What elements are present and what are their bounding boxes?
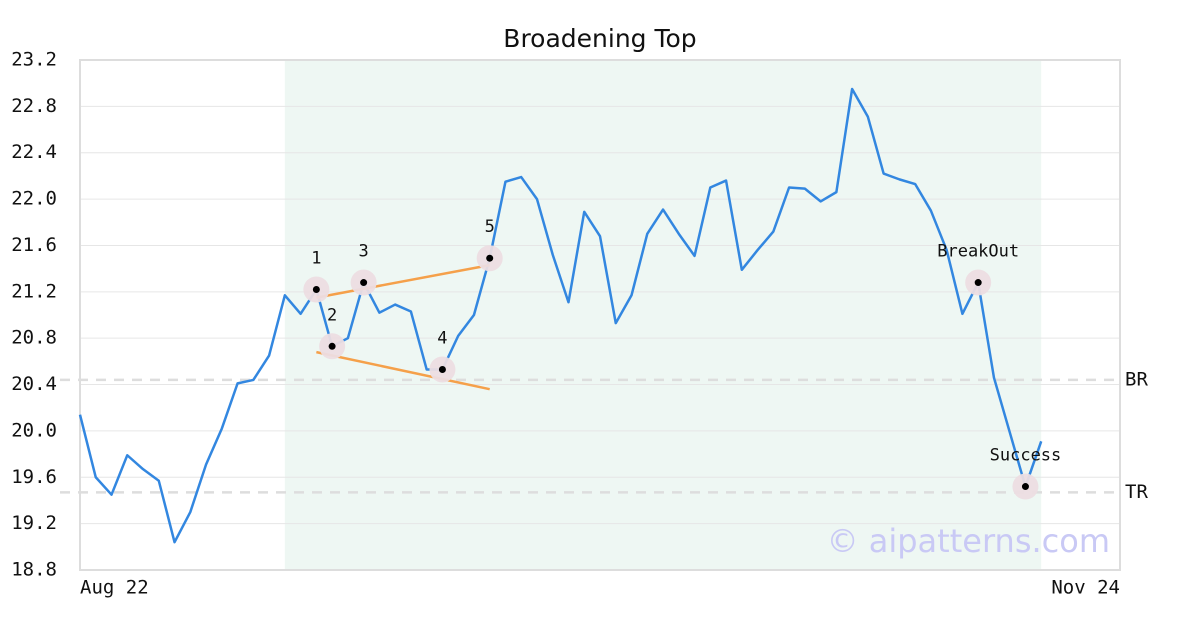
pattern-point <box>1021 483 1029 491</box>
pattern-point-label: Success <box>990 446 1062 466</box>
pattern-point-label: 5 <box>485 217 495 237</box>
pattern-point-label: 2 <box>327 305 337 325</box>
reference-label: TR <box>1125 481 1148 503</box>
watermark: © aipatterns.com <box>827 522 1110 560</box>
pattern-point <box>312 286 320 293</box>
y-tick-label: 18.8 <box>11 559 57 581</box>
pattern-point <box>974 279 982 287</box>
plot-frame <box>79 59 1121 571</box>
y-tick-label: 19.6 <box>11 466 57 488</box>
pattern-point-label: 4 <box>437 328 447 348</box>
trend-line <box>316 263 490 299</box>
y-tick-label: 21.6 <box>11 234 57 256</box>
pattern-point-label: 1 <box>311 249 321 269</box>
pattern-point-label: 3 <box>359 242 369 262</box>
pattern-point-label: BreakOut <box>937 242 1019 262</box>
x-tick-label: Nov 24 <box>1051 577 1120 599</box>
y-tick-label: 23.2 <box>11 49 57 71</box>
reference-label: BR <box>1125 368 1148 390</box>
y-tick-label: 21.2 <box>11 280 57 302</box>
chart-title: Broadening Top <box>503 24 696 53</box>
price-line <box>78 87 1043 544</box>
pattern-point <box>360 279 368 287</box>
y-tick-label: 22.8 <box>11 95 57 117</box>
trend-line <box>316 350 490 391</box>
y-tick-label: 19.2 <box>11 512 57 534</box>
pattern-point <box>486 254 494 262</box>
y-tick-label: 22.4 <box>11 141 57 163</box>
pattern-point <box>438 365 446 373</box>
y-tick-label: 20.4 <box>11 373 57 395</box>
pattern-point <box>328 342 336 350</box>
x-tick-label: Aug 22 <box>80 577 149 599</box>
y-tick-label: 20.0 <box>11 419 57 441</box>
y-tick-label: 20.8 <box>11 327 57 349</box>
y-tick-label: 22.0 <box>11 188 57 210</box>
